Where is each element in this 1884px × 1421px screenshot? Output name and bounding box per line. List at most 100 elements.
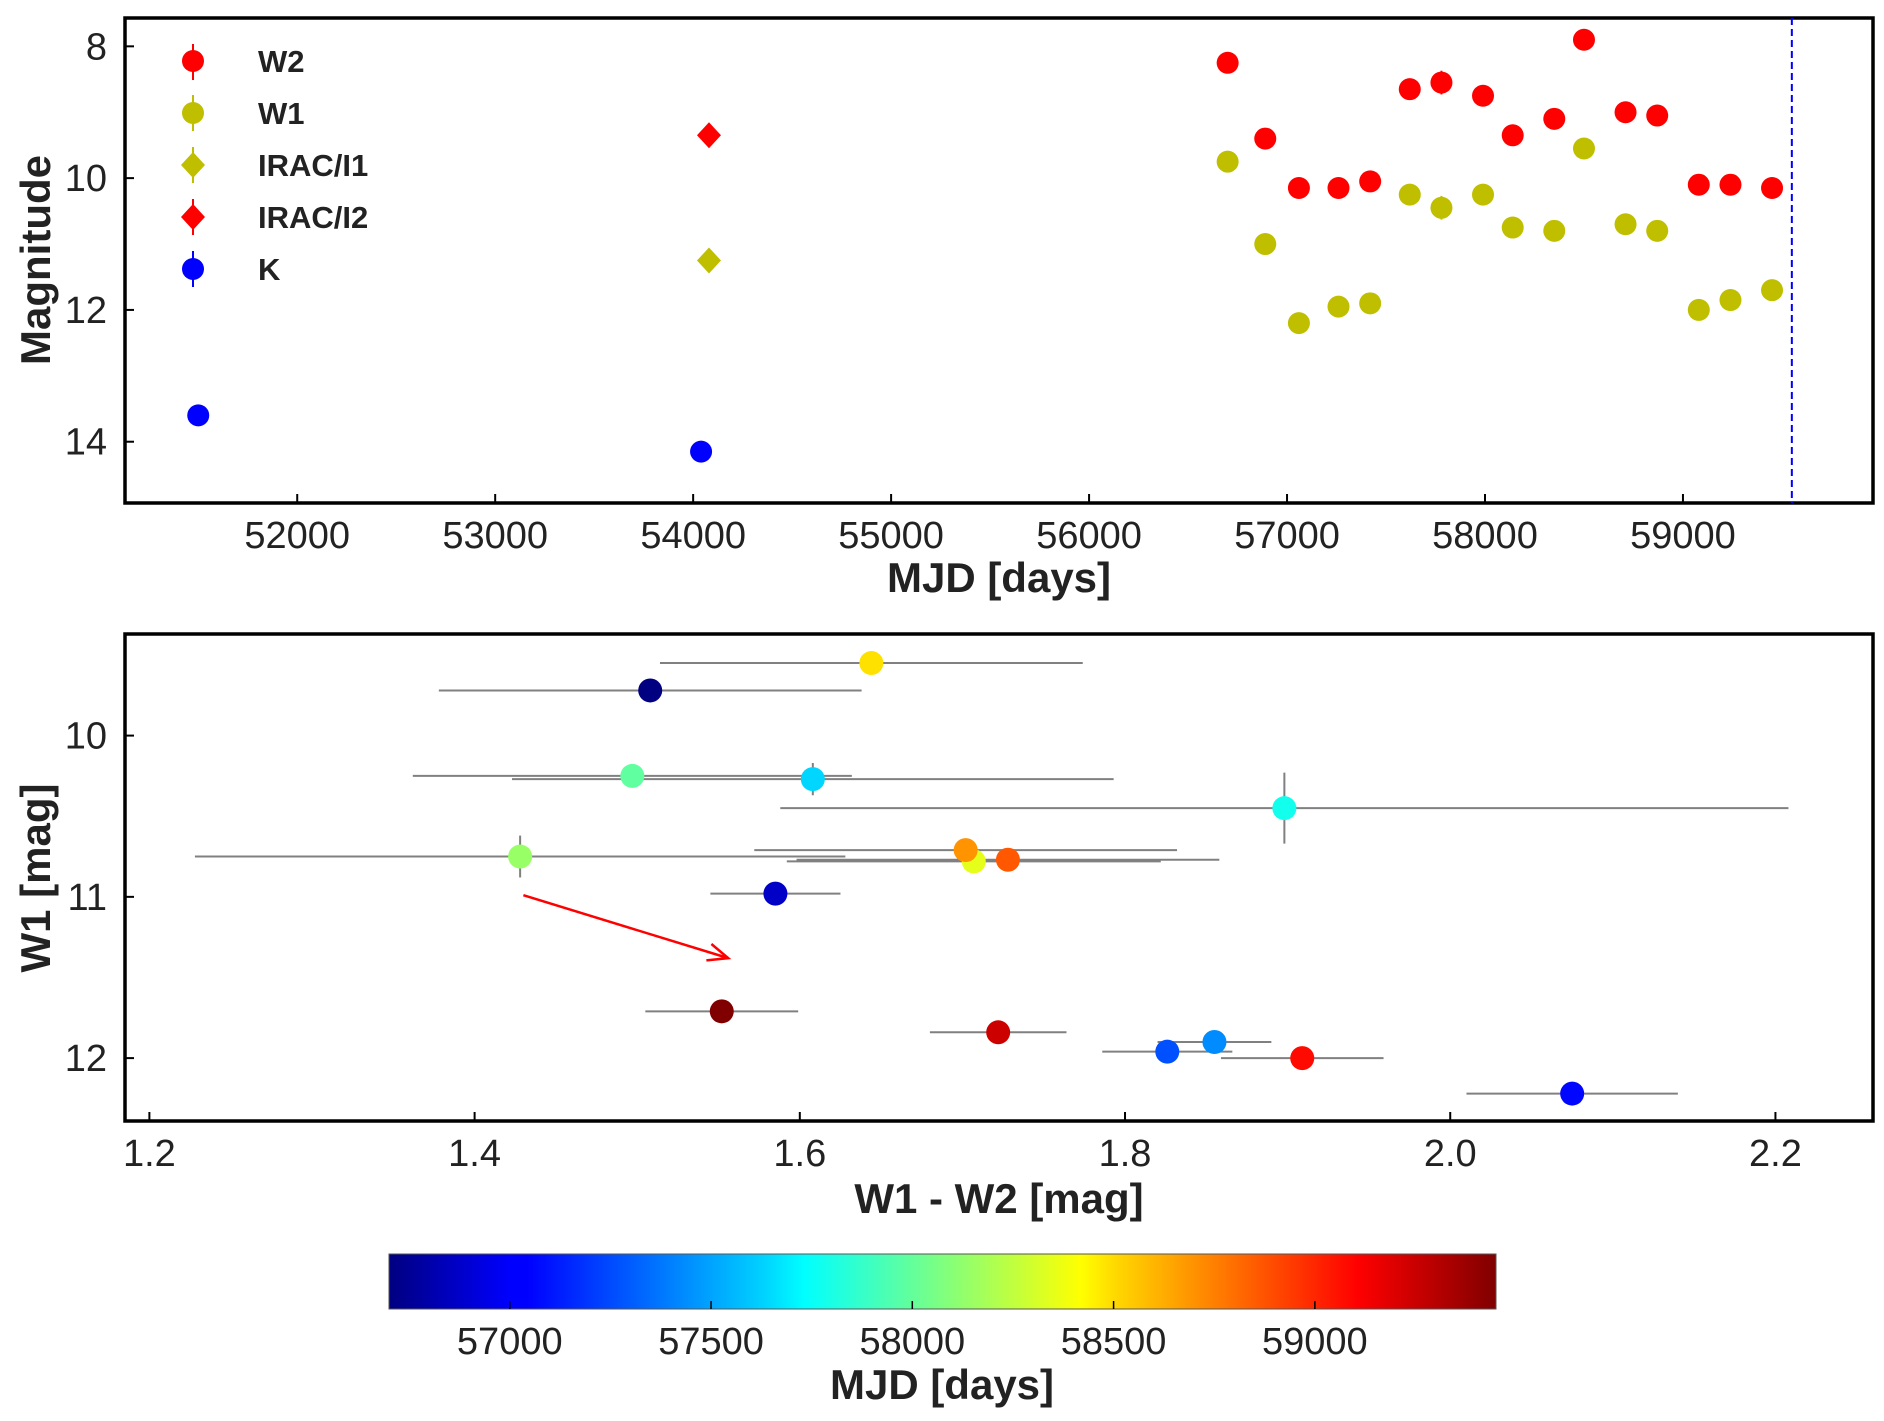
- top-x-tick-label: 58000: [1432, 515, 1538, 557]
- top-y-tick-label: 14: [65, 422, 107, 464]
- colorbar-tick-label: 59000: [1262, 1321, 1368, 1363]
- cmd-point: [1202, 1029, 1227, 1054]
- top-data-marks: [187, 28, 1784, 463]
- cmd-point: [995, 847, 1020, 872]
- point-w1: [1646, 219, 1669, 242]
- legend-label-irac-i2: IRAC/I2: [258, 200, 368, 235]
- legend-label-irac-i1: IRAC/I1: [258, 148, 368, 183]
- point-k: [187, 404, 210, 427]
- top-x-ticks: 52000 53000 54000 55000 56000 57000 58000 59000: [244, 494, 1736, 557]
- point-w1: [1572, 137, 1595, 160]
- point-w1: [1398, 183, 1421, 206]
- point-w2: [1614, 101, 1637, 124]
- point-irac-i2: [696, 122, 721, 149]
- top-y-tick-label: 12: [65, 290, 107, 332]
- top-x-tick-label: 52000: [244, 515, 350, 557]
- top-x-axis-title: MJD [days]: [887, 554, 1111, 601]
- bottom-x-tick-label: 1.4: [448, 1133, 501, 1175]
- legend-marker-w2: [182, 50, 204, 72]
- cmd-point: [1272, 796, 1297, 821]
- legend-marker-k: [182, 258, 204, 280]
- legend-marker-w1: [182, 102, 204, 124]
- colorbar: 57000 57500 58000 58500 59000 MJD [days]: [388, 1253, 1497, 1408]
- point-w2: [1216, 51, 1239, 74]
- colorbar-tick-label: 58000: [859, 1321, 965, 1363]
- cmd-point: [709, 999, 734, 1024]
- colorbar-tick-label: 58500: [1061, 1321, 1167, 1363]
- point-w1: [1216, 150, 1239, 173]
- top-x-tick-label: 54000: [640, 515, 746, 557]
- bottom-y-tick-label: 10: [65, 716, 107, 758]
- legend-label-w2: W2: [258, 44, 305, 79]
- bottom-x-tick-label: 1.6: [773, 1133, 826, 1175]
- point-w1: [1687, 298, 1710, 321]
- legend-marker-irac-i1: [181, 152, 205, 178]
- bottom-x-axis-title: W1 - W2 [mag]: [854, 1175, 1143, 1222]
- point-w1: [1287, 312, 1310, 335]
- colorbar-tick-label: 57500: [658, 1321, 764, 1363]
- trend-arrow-head: [706, 943, 732, 962]
- point-w2: [1254, 127, 1277, 150]
- top-legend: W2 W1 IRAC/I1 IRAC/I2 K: [181, 44, 368, 287]
- cmd-point: [508, 844, 533, 869]
- cmd-point: [859, 651, 884, 676]
- point-w2: [1359, 170, 1382, 193]
- top-y-tick-label: 8: [86, 26, 107, 68]
- point-w2: [1687, 173, 1710, 196]
- cmd-point: [1155, 1039, 1180, 1064]
- point-w2: [1472, 84, 1495, 107]
- bottom-x-tick-label: 1.8: [1099, 1133, 1152, 1175]
- point-w2: [1761, 177, 1784, 200]
- top-plot-frame: [123, 16, 1875, 505]
- point-irac-i1: [696, 247, 721, 274]
- point-w2: [1501, 124, 1524, 147]
- point-w1: [1614, 213, 1637, 236]
- top-x-tick-label: 56000: [1036, 515, 1142, 557]
- bottom-x-ticks: 1.2 1.4 1.6 1.8 2.0 2.2: [123, 1112, 1802, 1175]
- bottom-plot-frame: [123, 632, 1875, 1123]
- legend-label-w1: W1: [258, 96, 305, 131]
- point-w1: [1719, 289, 1742, 312]
- colorbar-gradient: [388, 1253, 1497, 1310]
- point-w1: [1254, 233, 1277, 256]
- bottom-y-axis-title: W1 [mag]: [12, 784, 59, 973]
- top-y-tick-label: 10: [65, 158, 107, 200]
- legend-label-k: K: [258, 252, 281, 287]
- point-w2: [1430, 71, 1453, 94]
- cmd-point: [986, 1020, 1011, 1045]
- point-w2: [1287, 177, 1310, 200]
- point-w2: [1646, 104, 1669, 127]
- bottom-y-tick-label: 12: [65, 1038, 107, 1080]
- colorbar-ticks: 57000 57500 58000 58500 59000: [457, 1301, 1368, 1363]
- cmd-point: [620, 763, 645, 788]
- cmd-point: [1560, 1081, 1585, 1106]
- point-w1: [1430, 196, 1453, 219]
- top-y-axis-title: Magnitude: [12, 155, 59, 365]
- point-w2: [1543, 107, 1566, 130]
- point-w2: [1572, 28, 1595, 51]
- colorbar-tick-label: 57000: [457, 1321, 563, 1363]
- top-x-tick-label: 59000: [1630, 515, 1736, 557]
- colorbar-title: MJD [days]: [830, 1361, 1054, 1408]
- top-x-tick-label: 55000: [838, 515, 944, 557]
- point-w1: [1501, 216, 1524, 239]
- point-w2: [1398, 78, 1421, 101]
- bottom-y-ticks: 10 11 12: [65, 716, 134, 1080]
- bottom-y-tick-label: 11: [68, 877, 107, 919]
- point-w1: [1359, 292, 1382, 315]
- point-k: [690, 440, 713, 463]
- bottom-x-tick-label: 2.0: [1424, 1133, 1477, 1175]
- cmd-point: [763, 881, 788, 906]
- point-w1: [1472, 183, 1495, 206]
- top-x-tick-label: 57000: [1234, 515, 1340, 557]
- cmd-point: [953, 838, 978, 863]
- cmd-point: [1290, 1046, 1315, 1071]
- top-panel: 52000 53000 54000 55000 56000 57000 58000 59000…: [12, 16, 1875, 601]
- cmd-point: [800, 767, 825, 792]
- point-w1: [1543, 219, 1566, 242]
- bottom-x-tick-label: 1.2: [123, 1133, 176, 1175]
- cmd-point: [638, 678, 663, 703]
- point-w2: [1719, 173, 1742, 196]
